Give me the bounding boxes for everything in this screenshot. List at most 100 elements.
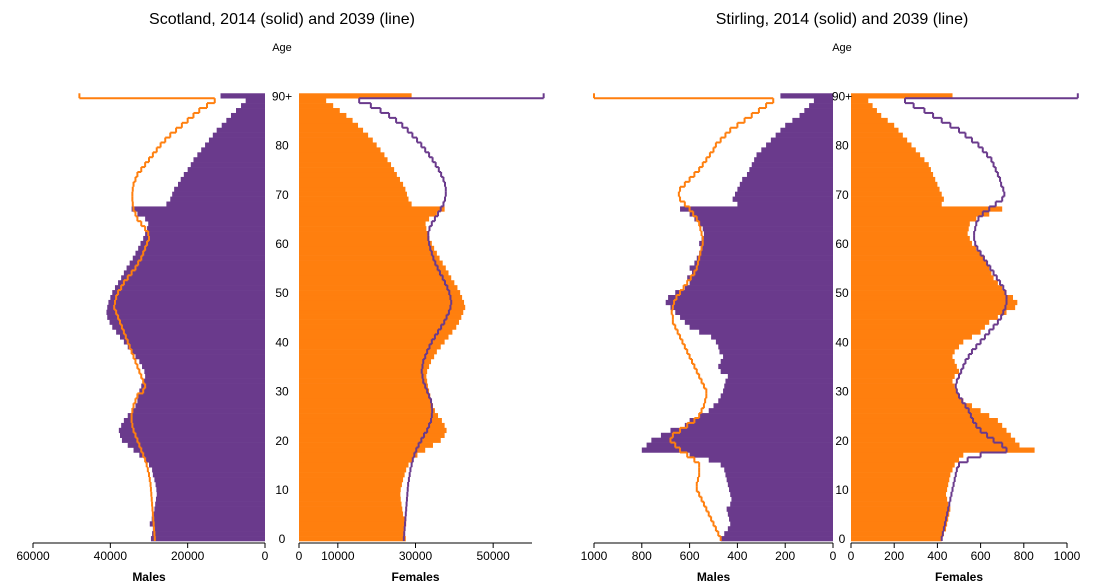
bar [137,211,265,217]
bar [299,442,433,448]
bar [792,117,833,124]
bar [299,122,359,129]
bar [851,98,869,104]
age-tick-label: 10 [835,483,849,497]
bar [299,344,441,350]
bar [780,127,833,133]
bar [155,496,265,502]
chart-title: Stirling, 2014 (solid) and 2039 (line) [716,11,969,28]
bar [107,314,266,320]
x-tick-label: 400 [727,549,747,563]
bar [699,250,833,256]
bar [299,329,453,335]
bar [851,235,970,242]
bar [129,260,265,266]
bar [299,196,409,202]
x-tick-label: 200 [775,549,795,563]
bar [152,467,265,473]
bar [668,295,833,301]
bar [152,526,265,532]
bar [851,176,936,183]
bar [851,398,964,404]
bar [149,521,265,527]
bar [684,285,833,291]
bar [703,231,833,237]
bar [727,373,833,379]
age-tick-label: 80 [275,139,289,153]
bar [851,408,981,414]
bar [851,324,985,330]
bar [732,196,833,202]
age-tick-label: 50 [275,286,289,300]
bar [851,285,1003,291]
bar [851,329,981,335]
bar [689,280,833,286]
bar [851,196,944,202]
bar [742,176,833,183]
age-tick-label: 20 [835,434,849,448]
bar [718,344,833,350]
bar [299,496,401,502]
bar [299,349,437,355]
bar [299,432,445,438]
bar [701,235,833,242]
bar [197,152,265,158]
x-tick-label: 1000 [581,549,608,563]
bar [299,235,430,242]
bar [299,309,464,315]
bar [694,260,833,266]
bar [851,152,921,158]
bar [756,152,833,158]
bar [112,324,266,330]
bar [121,422,265,429]
bar [299,285,458,291]
bar [726,506,833,512]
bar [851,344,959,350]
age-tick-label: 30 [275,385,289,399]
bar [135,250,265,256]
bar [299,339,445,345]
bar [143,378,265,384]
bar [665,299,833,306]
bar [851,255,985,261]
bar [132,255,265,261]
bar [245,98,265,104]
bar [851,432,1011,438]
bar [735,191,833,197]
bar [299,290,461,296]
age-tick-label: 90+ [272,89,292,103]
age-tick-label: 70 [275,188,289,202]
bar [684,319,833,325]
bar [689,211,833,217]
bar [851,462,955,468]
bar [299,299,465,306]
bar [720,462,833,468]
bar [689,452,833,458]
bar [851,226,969,232]
bar [851,383,955,389]
bar [155,501,265,507]
bar [646,442,833,448]
bar [299,398,432,404]
bar [299,93,412,99]
bar [724,531,833,537]
bar [851,314,998,320]
bar [299,358,432,365]
bar [851,270,992,276]
bar [172,191,265,197]
bar [106,309,265,315]
x-tick-label: 50000 [476,549,510,563]
bar [851,472,951,478]
bar [851,265,990,271]
bar [851,516,949,522]
bar [780,93,833,99]
age-tick-label: 20 [275,434,289,448]
bar [851,132,903,138]
bar [299,481,402,488]
bar [299,255,440,261]
bar [851,452,964,458]
bar [178,181,265,188]
bar [851,358,955,365]
bar [299,408,435,414]
bar [135,403,265,409]
